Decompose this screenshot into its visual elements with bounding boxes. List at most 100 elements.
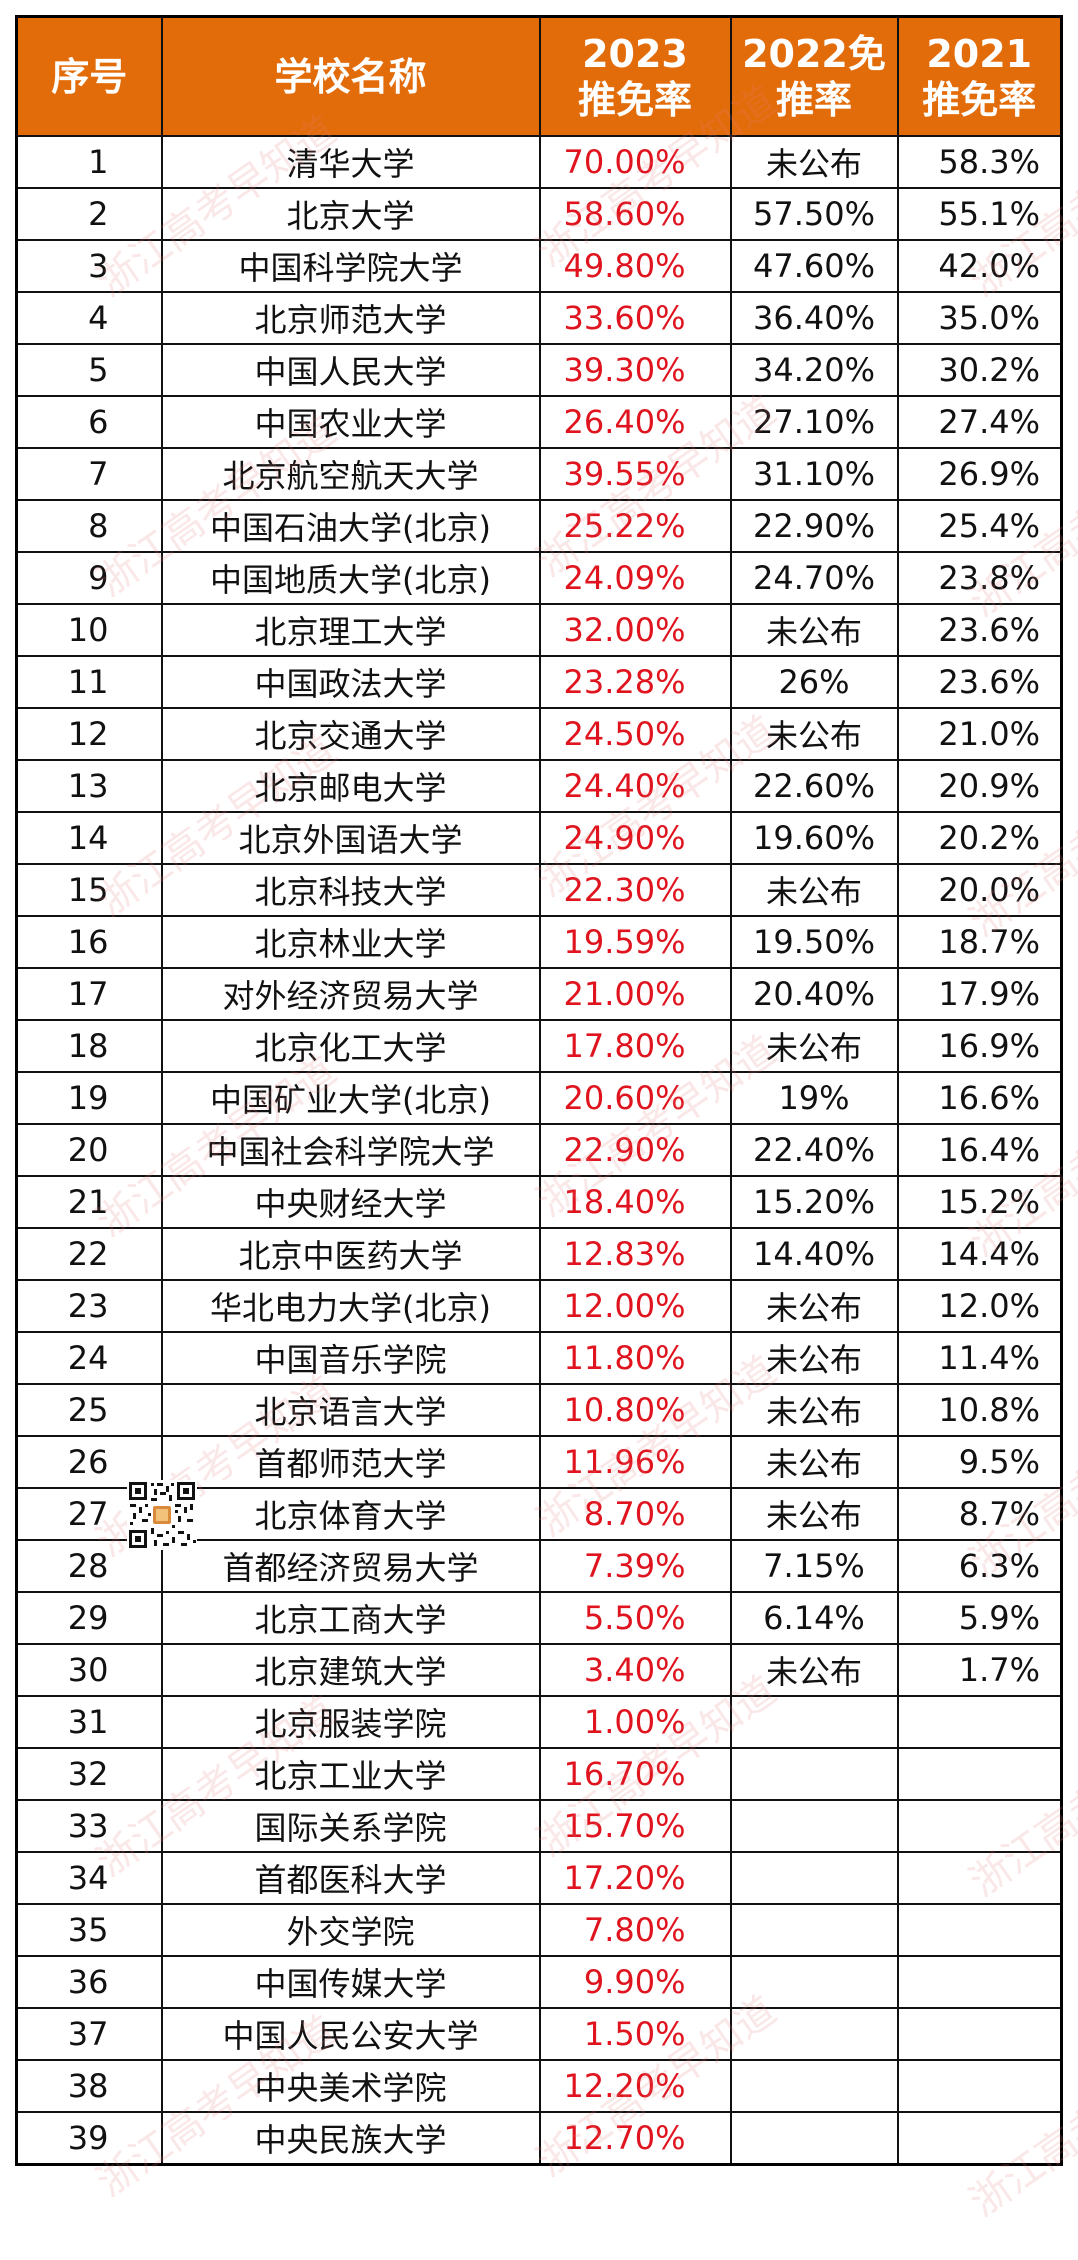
header-rate-2021-line2: 推免率: [922, 77, 1037, 122]
rate-2022-cell: 20.40%: [729, 967, 899, 1021]
rate-2023-cell: 21.00%: [538, 967, 732, 1021]
school-name-cell: 中国地质大学(北京): [160, 551, 541, 605]
rate-2022-cell: 未公布: [729, 135, 899, 189]
header-serial-number: 序号: [15, 15, 163, 137]
header-rate-2023-line1: 2023: [582, 31, 688, 76]
rate-2022-cell: 19.60%: [729, 811, 899, 865]
table-row: 3 中国科学院大学 49.80% 47.60% 42.0%: [15, 239, 1063, 293]
rate-2021-cell: [896, 1747, 1063, 1801]
school-name-cell: 北京大学: [160, 187, 541, 241]
table-row: 19 中国矿业大学(北京) 20.60% 19% 16.6%: [15, 1071, 1063, 1125]
rate-2022-cell: [729, 1747, 899, 1801]
header-rate-2021: 2021 推免率: [896, 15, 1063, 137]
header-rate-2022-line2: 推率: [775, 77, 852, 122]
rate-2022-cell: 未公布: [729, 1643, 899, 1697]
rate-2022-cell: 19%: [729, 1071, 899, 1125]
serial-number-cell: 29: [15, 1591, 163, 1645]
rate-2021-cell: 16.4%: [896, 1123, 1063, 1177]
rate-2021-cell: 30.2%: [896, 343, 1063, 397]
school-name-cell: 清华大学: [160, 135, 541, 189]
rate-2023-cell: 12.20%: [538, 2059, 732, 2113]
header-serial-number-label: 序号: [51, 54, 128, 99]
qr-code-icon: [127, 1480, 197, 1550]
rate-2021-cell: 18.7%: [896, 915, 1063, 969]
school-name-cell: 中央财经大学: [160, 1175, 541, 1229]
school-name-cell: 首都师范大学: [160, 1435, 541, 1489]
rate-2022-cell: 未公布: [729, 1279, 899, 1333]
table-row: 17 对外经济贸易大学 21.00% 20.40% 17.9%: [15, 967, 1063, 1021]
school-name-cell: 北京邮电大学: [160, 759, 541, 813]
school-name-cell: 首都医科大学: [160, 1851, 541, 1905]
serial-number-cell: 2: [15, 187, 163, 241]
rate-2021-cell: [896, 2111, 1063, 2166]
rate-2021-cell: 35.0%: [896, 291, 1063, 345]
header-school-name-label: 学校名称: [274, 54, 427, 99]
school-name-cell: 中国石油大学(北京): [160, 499, 541, 553]
rate-2022-cell: 未公布: [729, 863, 899, 917]
rate-2022-cell: 31.10%: [729, 447, 899, 501]
table-header: 序号 学校名称 2023 推免率 2022免 推率 2021 推免率: [15, 15, 1063, 137]
serial-number-cell: 35: [15, 1903, 163, 1957]
rate-2021-cell: 9.5%: [896, 1435, 1063, 1489]
table-row: 33 国际关系学院 15.70%: [15, 1799, 1063, 1853]
school-name-cell: 中国人民公安大学: [160, 2007, 541, 2061]
header-school-name: 学校名称: [160, 15, 541, 137]
table-row: 1 清华大学 70.00% 未公布 58.3%: [15, 135, 1063, 189]
school-name-cell: 中国政法大学: [160, 655, 541, 709]
school-name-cell: 北京中医药大学: [160, 1227, 541, 1281]
rate-2023-cell: 11.80%: [538, 1331, 732, 1385]
rate-2023-cell: 39.30%: [538, 343, 732, 397]
rate-2022-cell: [729, 1955, 899, 2009]
rate-2021-cell: 6.3%: [896, 1539, 1063, 1593]
rate-2023-cell: 9.90%: [538, 1955, 732, 2009]
rate-2022-cell: 15.20%: [729, 1175, 899, 1229]
table-row: 10 北京理工大学 32.00% 未公布 23.6%: [15, 603, 1063, 657]
rate-2022-cell: [729, 2111, 899, 2166]
rate-2023-cell: 22.90%: [538, 1123, 732, 1177]
serial-number-cell: 36: [15, 1955, 163, 2009]
rate-2023-cell: 1.00%: [538, 1695, 732, 1749]
serial-number-cell: 31: [15, 1695, 163, 1749]
rate-2023-cell: 10.80%: [538, 1383, 732, 1437]
rate-2023-cell: 12.70%: [538, 2111, 732, 2166]
serial-number-cell: 23: [15, 1279, 163, 1333]
rate-2023-cell: 20.60%: [538, 1071, 732, 1125]
table-row: 18 北京化工大学 17.80% 未公布 16.9%: [15, 1019, 1063, 1073]
rate-2022-cell: 36.40%: [729, 291, 899, 345]
serial-number-cell: 8: [15, 499, 163, 553]
table-row: 15 北京科技大学 22.30% 未公布 20.0%: [15, 863, 1063, 917]
rate-2021-cell: 23.6%: [896, 603, 1063, 657]
rate-2022-cell: 6.14%: [729, 1591, 899, 1645]
rate-2022-cell: 24.70%: [729, 551, 899, 605]
school-name-cell: 北京交通大学: [160, 707, 541, 761]
serial-number-cell: 18: [15, 1019, 163, 1073]
serial-number-cell: 7: [15, 447, 163, 501]
school-name-cell: 北京化工大学: [160, 1019, 541, 1073]
school-name-cell: 北京科技大学: [160, 863, 541, 917]
school-name-cell: 中国科学院大学: [160, 239, 541, 293]
serial-number-cell: 5: [15, 343, 163, 397]
table-row: 25 北京语言大学 10.80% 未公布 10.8%: [15, 1383, 1063, 1437]
rate-2021-cell: 21.0%: [896, 707, 1063, 761]
serial-number-cell: 24: [15, 1331, 163, 1385]
rate-2021-cell: 58.3%: [896, 135, 1063, 189]
rate-2023-cell: 7.39%: [538, 1539, 732, 1593]
school-name-cell: 对外经济贸易大学: [160, 967, 541, 1021]
school-name-cell: 中央民族大学: [160, 2111, 541, 2166]
school-name-cell: 北京工业大学: [160, 1747, 541, 1801]
rate-2023-cell: 17.20%: [538, 1851, 732, 1905]
school-name-cell: 华北电力大学(北京): [160, 1279, 541, 1333]
rate-2021-cell: [896, 1903, 1063, 1957]
rate-2021-cell: 16.9%: [896, 1019, 1063, 1073]
rate-2021-cell: 55.1%: [896, 187, 1063, 241]
rate-2023-cell: 7.80%: [538, 1903, 732, 1957]
table-row: 20 中国社会科学院大学 22.90% 22.40% 16.4%: [15, 1123, 1063, 1177]
rate-2021-cell: 20.0%: [896, 863, 1063, 917]
serial-number-cell: 11: [15, 655, 163, 709]
table-row: 38 中央美术学院 12.20%: [15, 2059, 1063, 2113]
rate-2021-cell: 14.4%: [896, 1227, 1063, 1281]
table-row: 21 中央财经大学 18.40% 15.20% 15.2%: [15, 1175, 1063, 1229]
school-name-cell: 中央美术学院: [160, 2059, 541, 2113]
rate-2023-cell: 22.30%: [538, 863, 732, 917]
serial-number-cell: 25: [15, 1383, 163, 1437]
